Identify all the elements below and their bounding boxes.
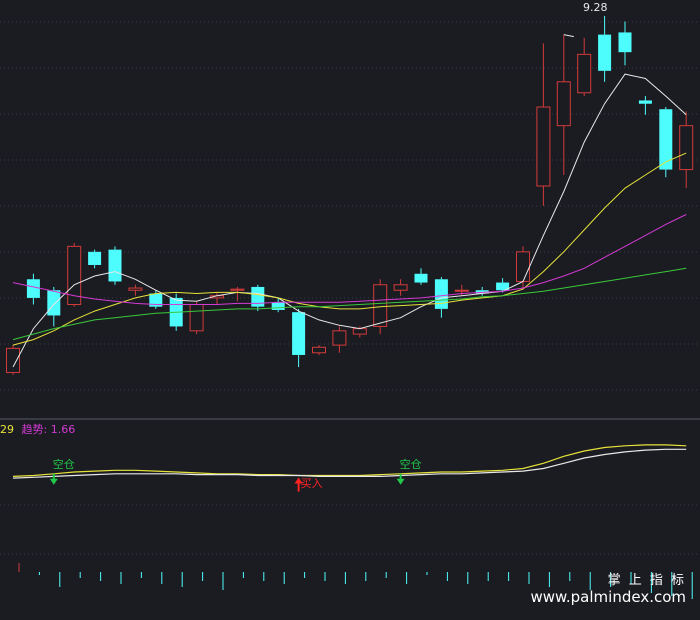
indicator-line-white (12, 448, 687, 479)
candle (475, 290, 489, 294)
candle (393, 284, 408, 291)
candle (88, 251, 102, 266)
candle (434, 279, 448, 309)
candle (271, 302, 285, 310)
candle (516, 251, 530, 282)
signal-label: 空仓 (52, 457, 75, 471)
candle (251, 286, 265, 307)
candle (312, 346, 326, 354)
peak-marker (563, 34, 574, 38)
trend-value: 1.66 (50, 423, 76, 436)
ma-line-green (12, 267, 687, 341)
watermark-title: 掌 上 指 标 (607, 573, 686, 588)
candle (598, 34, 612, 71)
peak-label: 9.28 (583, 1, 608, 14)
candle (618, 32, 632, 53)
candle (47, 290, 61, 316)
buy-arrow-icon (294, 477, 303, 492)
candle (128, 287, 143, 291)
candle (496, 282, 510, 291)
watermark-url: www.palmindex.com (530, 588, 686, 606)
indicator-header: 29 趋势: 1.66 (0, 421, 75, 437)
candle (6, 347, 20, 374)
signal-label: 空仓 (399, 457, 422, 471)
candle (659, 109, 673, 170)
watermark: 掌 上 指 标 www.palmindex.com (530, 569, 686, 606)
sell-arrow-icon (49, 473, 58, 485)
ma-line-white (12, 73, 687, 368)
candle (292, 312, 306, 355)
candle (577, 53, 592, 94)
candle (414, 273, 428, 283)
indicator-line-yellow (12, 444, 687, 477)
ma-line-magenta (12, 214, 687, 305)
candle (332, 330, 347, 346)
candle (67, 245, 82, 305)
signal-label: 买入 (300, 476, 323, 490)
sell-arrow-icon (396, 473, 405, 485)
candle (108, 249, 122, 282)
candle (230, 288, 245, 291)
candle (454, 289, 469, 292)
ma-line-yellow (12, 152, 687, 346)
trend-label: 趋势: (21, 423, 48, 436)
candle (26, 279, 40, 298)
candle (679, 125, 694, 171)
candle (638, 100, 652, 104)
candle (352, 328, 367, 335)
candle (189, 303, 204, 332)
candle (149, 293, 163, 307)
candle (556, 81, 571, 127)
candle (373, 284, 388, 327)
candle (536, 106, 551, 187)
indicator-value-fragment: 29 (0, 423, 14, 436)
